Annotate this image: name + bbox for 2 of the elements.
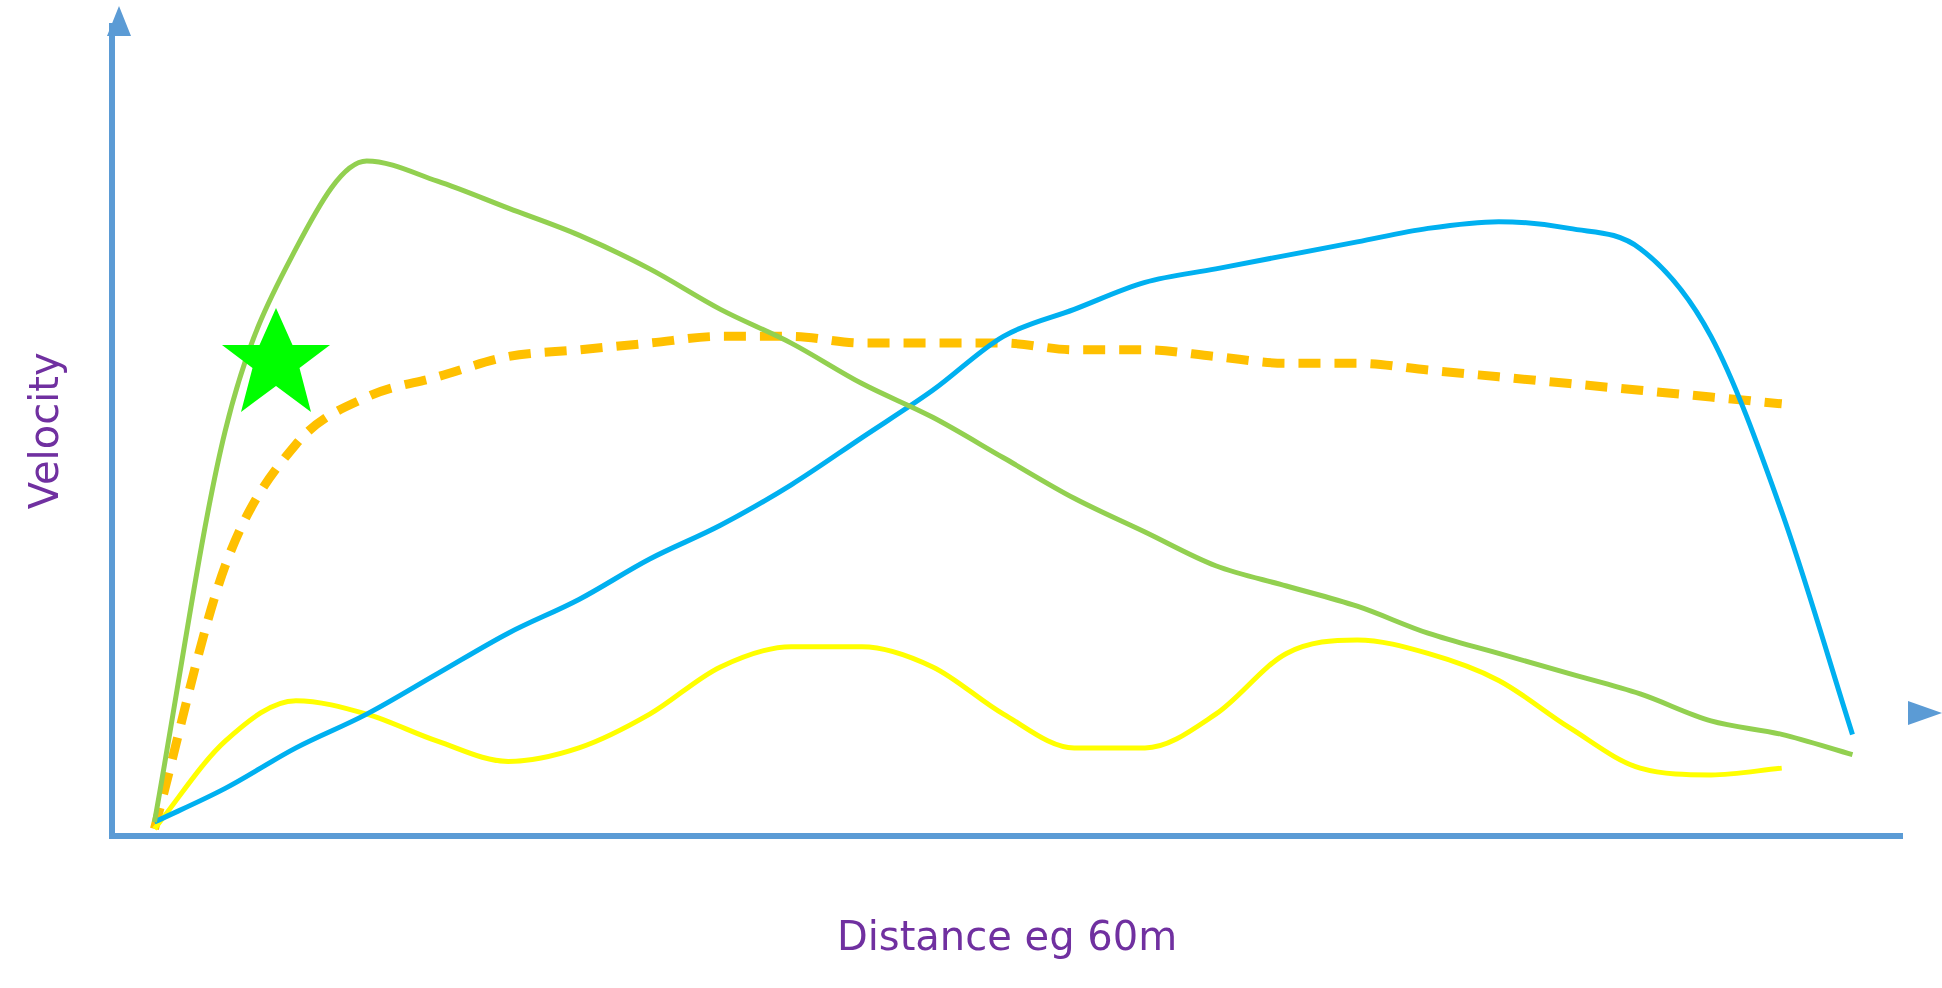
x-axis-title: Distance eg 60m [836, 913, 1178, 960]
y-axis-title: Velocity [21, 352, 68, 510]
